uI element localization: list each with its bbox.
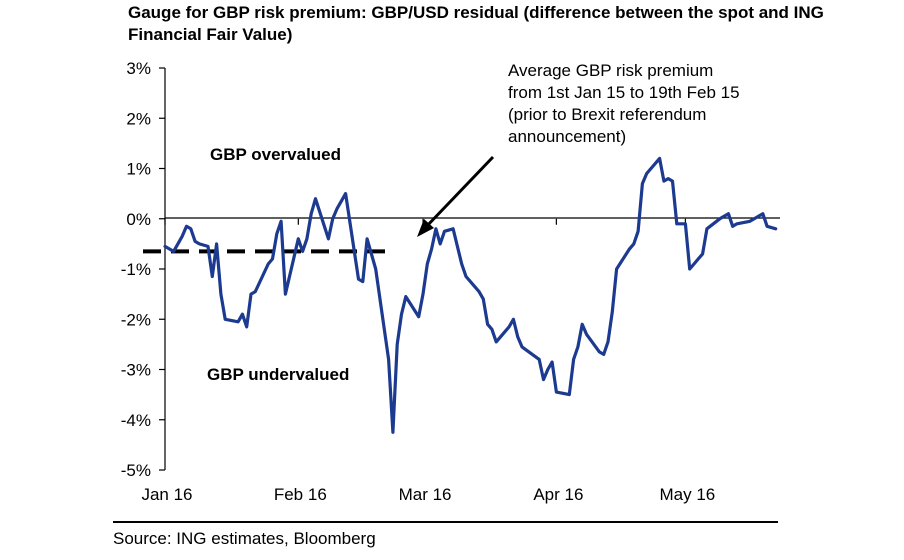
annotation-line-4: announcement) (508, 127, 627, 146)
annotation-line-1: Average GBP risk premium (508, 61, 714, 80)
annotation-line-2: from 1st Jan 15 to 19th Feb 15 (508, 83, 740, 102)
y-axis: 3% 2% 1% 0% -1% -2% -3% -4% -5% (121, 59, 166, 480)
chart-title: Gauge for GBP risk premium: GBP/USD resi… (128, 3, 824, 44)
x-tick-label: Feb 16 (274, 485, 327, 504)
arrow-head (417, 219, 434, 237)
y-tick-label: 1% (126, 160, 151, 179)
x-ticks: Jan 16 Feb 16 Mar 16 Apr 16 May 16 (141, 218, 716, 504)
x-tick-label: Mar 16 (399, 485, 452, 504)
y-tick-label: -2% (121, 310, 151, 329)
y-ticks: 3% 2% 1% 0% -1% -2% -3% -4% -5% (121, 59, 165, 480)
y-tick-label: -5% (121, 461, 151, 480)
x-tick-label: Apr 16 (533, 485, 583, 504)
y-tick-label: -1% (121, 260, 151, 279)
annotation-line-3: (prior to Brexit referendum (508, 105, 707, 124)
source-divider (113, 521, 778, 523)
arrow-shaft (423, 155, 495, 230)
line-chart: 3% 2% 1% 0% -1% -2% -3% -4% -5% Jan 16 Feb 16 Mar … (121, 59, 780, 504)
y-tick-label: 0% (126, 210, 151, 229)
overvalued-label: GBP overvalued (210, 145, 342, 164)
series-line (163, 156, 778, 434)
y-tick-label: -3% (121, 361, 151, 380)
x-tick-label: Jan 16 (141, 485, 192, 504)
y-tick-label: 2% (126, 109, 151, 128)
y-tick-label: 3% (126, 59, 151, 78)
annotation-arrow (417, 155, 495, 237)
source-note: Source: ING estimates, Bloomberg (113, 529, 376, 548)
y-tick-label: -4% (121, 411, 151, 430)
undervalued-label: GBP undervalued (207, 365, 350, 384)
x-tick-label: May 16 (660, 485, 716, 504)
average-annotation: Average GBP risk premium from 1st Jan 15… (508, 60, 808, 148)
